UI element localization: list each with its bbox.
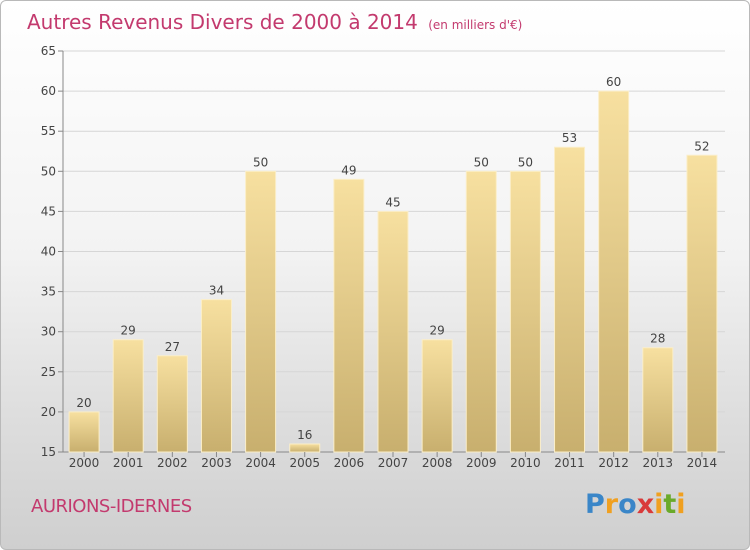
bar-value-label: 53 <box>562 131 577 145</box>
bar <box>686 154 718 453</box>
chart-title: Autres Revenus Divers de 2000 à 2014 (en… <box>27 10 522 34</box>
bar <box>112 339 144 453</box>
x-tick-label: 2012 <box>598 456 629 470</box>
x-tick-label: 2000 <box>69 456 100 470</box>
town-name: AURIONS-IDERNES <box>31 496 192 517</box>
bar <box>68 411 100 453</box>
bar <box>642 347 674 453</box>
bar-value-label: 50 <box>518 155 533 169</box>
x-tick-label: 2013 <box>643 456 674 470</box>
x-tick-label: 2005 <box>289 456 320 470</box>
bar-value-label: 34 <box>209 284 224 298</box>
x-tick-label: 2007 <box>378 456 409 470</box>
title-unit: (en milliers d'€) <box>428 18 523 32</box>
bar <box>200 299 232 453</box>
bar <box>333 178 365 453</box>
bar <box>554 146 586 453</box>
bar-value-label: 16 <box>297 428 312 442</box>
y-tick-label: 55 <box>41 124 56 138</box>
y-tick-label: 45 <box>41 204 56 218</box>
bar-value-label: 28 <box>650 332 665 346</box>
bar <box>598 90 630 453</box>
y-tick-label: 20 <box>41 405 56 419</box>
x-tick-label: 2008 <box>422 456 453 470</box>
title-text: Autres Revenus Divers de 2000 à 2014 <box>27 10 418 34</box>
bar <box>509 170 541 453</box>
proxiti-logo: Proxiti <box>585 489 686 520</box>
x-tick-label: 2004 <box>245 456 276 470</box>
bar-value-label: 52 <box>694 139 709 153</box>
x-tick-label: 2001 <box>113 456 144 470</box>
bar <box>421 339 453 453</box>
bar-value-label: 29 <box>121 324 136 338</box>
x-tick-label: 2002 <box>157 456 188 470</box>
bar <box>156 355 188 453</box>
x-tick-label: 2006 <box>334 456 365 470</box>
x-tick-label: 2010 <box>510 456 541 470</box>
bar-value-label: 27 <box>165 340 180 354</box>
y-tick-label: 30 <box>41 325 56 339</box>
y-tick-label: 35 <box>41 285 56 299</box>
y-tick-label: 25 <box>41 365 56 379</box>
bar <box>245 170 277 453</box>
bar <box>377 210 409 453</box>
bar-value-label: 20 <box>76 396 91 410</box>
bar-value-label: 60 <box>606 75 621 89</box>
bar-value-label: 29 <box>429 324 444 338</box>
x-tick-label: 2011 <box>554 456 585 470</box>
y-tick-label: 40 <box>41 245 56 259</box>
bar-value-label: 45 <box>385 195 400 209</box>
y-tick-label: 60 <box>41 84 56 98</box>
x-tick-label: 2003 <box>201 456 232 470</box>
bar-value-label: 50 <box>474 155 489 169</box>
x-tick-label: 2009 <box>466 456 497 470</box>
y-tick-label: 15 <box>41 445 56 459</box>
bar-value-label: 49 <box>341 163 356 177</box>
y-tick-label: 65 <box>41 44 56 58</box>
bar <box>465 170 497 453</box>
x-tick-label: 2014 <box>687 456 718 470</box>
bar <box>289 443 321 453</box>
y-tick-label: 50 <box>41 164 56 178</box>
bar-value-label: 50 <box>253 155 268 169</box>
